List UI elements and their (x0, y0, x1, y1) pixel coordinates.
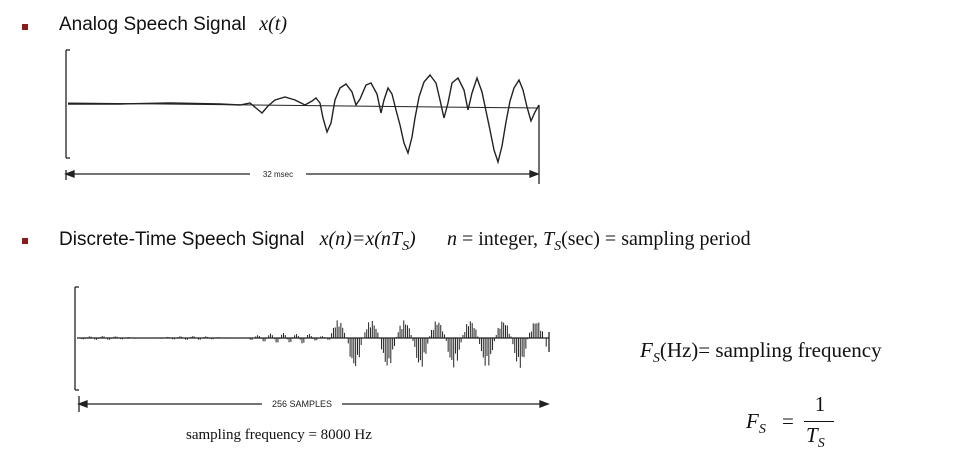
fraction-bar (804, 421, 834, 422)
sampling-frequency-caption: sampling frequency = 8000 Hz (186, 427, 372, 443)
analog-heading-math: x(t) (259, 13, 288, 35)
bullet-marker-analog (22, 24, 28, 30)
integer-note: n = integer, TS(sec) = sampling period (446, 228, 751, 254)
fs-equation: FS = 1 TS (746, 392, 836, 452)
discrete-heading-math: x(n)=x(nTS) (319, 228, 416, 254)
analog-waveform (68, 73, 540, 165)
analog-heading: Analog Speech Signal x(t) (59, 13, 287, 36)
fraction-numerator: 1 (814, 392, 826, 416)
discrete-plot (74, 286, 550, 412)
discrete-heading: Discrete-Time Speech Signal x(n)=x(nTS) … (59, 228, 751, 255)
fs-definition: FS(Hz)= sampling frequency (640, 338, 882, 367)
analog-heading-label: Analog Speech Signal (59, 14, 246, 35)
discrete-samples-label: 256 SAMPLES (272, 399, 332, 409)
discrete-heading-label: Discrete-Time Speech Signal (59, 229, 305, 250)
analog-plot (64, 49, 540, 184)
bullet-marker-discrete (22, 238, 28, 244)
analog-duration-label: 32 msec (263, 170, 293, 179)
discrete-samples (81, 320, 547, 368)
